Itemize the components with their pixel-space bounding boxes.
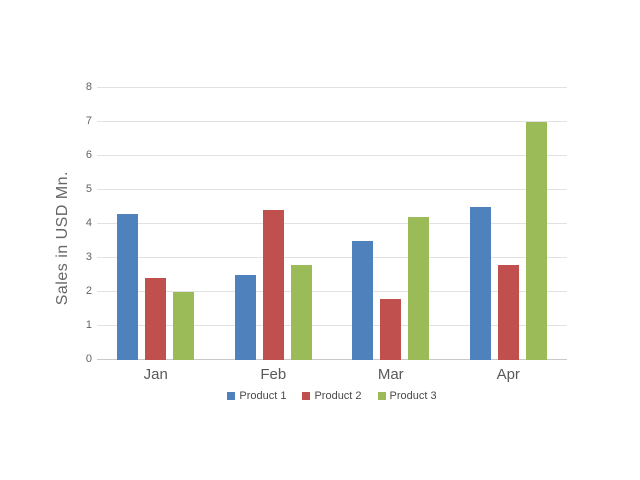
y-tick-label: 8 [85, 81, 92, 93]
legend-item-product-3: Product 3 [377, 390, 437, 402]
legend: Product 1 Product 2 Product 3 [97, 390, 567, 402]
bar-product-1-apr [469, 207, 491, 360]
x-tick-label-jan: Jan [143, 366, 168, 383]
bar-product-2-jan [145, 278, 167, 360]
bar-group-feb [215, 88, 333, 360]
bar-product-3-mar [408, 217, 430, 360]
y-tick-label: 7 [85, 115, 92, 127]
bar-group-jan [97, 88, 215, 360]
bar-product-3-apr [525, 122, 547, 360]
gridline [97, 257, 567, 258]
bar-product-3-feb [290, 264, 312, 360]
bar-group-apr [450, 88, 568, 360]
x-tick-label-mar: Mar [377, 366, 404, 383]
plot-area [97, 87, 567, 360]
gridline [97, 121, 567, 122]
gridline [97, 155, 567, 156]
bar-product-3-jan [173, 292, 195, 360]
legend-item-product-2: Product 2 [302, 390, 362, 402]
bar-groups [97, 88, 567, 360]
legend-label: Product 3 [389, 390, 437, 402]
y-tick-label: 4 [85, 217, 92, 229]
gridline [97, 325, 567, 326]
legend-item-product-1: Product 1 [227, 390, 286, 402]
bar-product-1-mar [352, 241, 374, 360]
gridline [97, 189, 567, 190]
y-axis-ticks: 0 1 2 3 4 5 6 7 8 [58, 81, 92, 365]
legend-label: Product 2 [314, 390, 362, 402]
x-tick-label-feb: Feb [260, 366, 287, 383]
legend-swatch-product-1 [227, 392, 236, 400]
legend-label: Product 1 [239, 390, 287, 402]
bar-product-2-feb [262, 210, 284, 360]
y-tick-label: 6 [85, 149, 92, 161]
gridline [97, 223, 567, 224]
y-tick-label: 0 [85, 353, 92, 365]
x-tick-label-apr: Apr [496, 366, 520, 383]
legend-swatch-product-3 [377, 392, 386, 400]
x-axis-line [97, 359, 567, 360]
gridline [97, 291, 567, 292]
gridline [97, 87, 567, 88]
y-tick-label: 2 [85, 285, 92, 297]
bar-product-2-mar [380, 298, 402, 360]
bar-group-mar [332, 88, 450, 360]
bar-product-1-jan [117, 213, 139, 360]
y-tick-label: 5 [85, 183, 92, 195]
bar-product-1-feb [234, 275, 256, 360]
x-axis-labels: Jan Feb Mar Apr [97, 366, 567, 383]
bar-product-2-apr [497, 264, 519, 360]
y-tick-label: 3 [85, 251, 92, 263]
legend-swatch-product-2 [302, 392, 311, 400]
y-tick-label: 1 [85, 319, 92, 331]
